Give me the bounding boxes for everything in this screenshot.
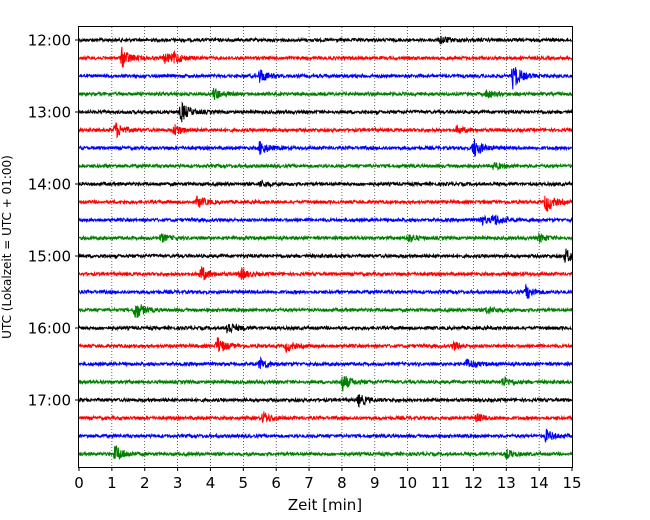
y-tick-label: 15:00 [28, 248, 71, 266]
trace-row [78, 101, 573, 123]
trace-row [78, 428, 573, 443]
trace-row [78, 376, 573, 392]
x-tick-label: 3 [173, 474, 183, 492]
trace-row [78, 231, 573, 243]
x-tick-label: 15 [562, 474, 581, 492]
x-tick-label: 9 [370, 474, 380, 492]
x-tick-label: 1 [107, 474, 117, 492]
plot-frame [78, 26, 573, 468]
trace-row [78, 122, 573, 139]
y-tick-label: 17:00 [28, 392, 71, 410]
trace-row [78, 248, 573, 263]
x-tick-label: 11 [431, 474, 450, 492]
x-tick-label: 6 [271, 474, 281, 492]
x-tick-label: 0 [74, 474, 84, 492]
y-tick-label: 12:00 [28, 32, 71, 50]
trace-row [78, 394, 573, 408]
vertical-grid [111, 27, 540, 467]
trace-row [78, 323, 573, 334]
x-tick-label: 14 [530, 474, 549, 492]
y-axis-label: UTC (Lokalzeit = UTC + 01:00) [0, 155, 14, 339]
trace-row [78, 266, 573, 282]
trace-row [78, 214, 573, 227]
x-tick-label: 12 [464, 474, 483, 492]
trace-row [78, 138, 573, 157]
trace-row [78, 162, 573, 172]
trace-row [78, 304, 573, 319]
x-tick-label: 2 [140, 474, 150, 492]
trace-row [78, 67, 573, 90]
x-tick-label: 13 [497, 474, 516, 492]
x-tick-label: 8 [337, 474, 347, 492]
y-tick-label: 14:00 [28, 176, 71, 194]
trace-row [78, 46, 573, 68]
trace-row [78, 179, 573, 189]
trace-row [78, 284, 573, 299]
y-axis-ticks: 12:00 13:00 14:00 15:00 16:00 17:00 [28, 32, 79, 410]
seismogram-traces [78, 35, 573, 460]
y-tick-label: 13:00 [28, 104, 71, 122]
trace-row [78, 195, 573, 212]
x-axis-label: Zeit [min] [288, 496, 362, 514]
x-tick-label: 4 [206, 474, 216, 492]
x-tick-label: 10 [398, 474, 417, 492]
x-axis-ticks: 0 1 2 3 4 5 6 7 8 9 10 11 12 13 14 15 [74, 467, 582, 492]
trace-row [78, 336, 573, 353]
trace-row [78, 411, 573, 423]
trace-row [78, 445, 573, 460]
x-tick-label: 7 [304, 474, 314, 492]
trace-row [78, 356, 573, 370]
trace-row [78, 35, 573, 45]
x-tick-label: 5 [239, 474, 249, 492]
y-tick-label: 16:00 [28, 320, 71, 338]
trace-row [78, 87, 573, 101]
